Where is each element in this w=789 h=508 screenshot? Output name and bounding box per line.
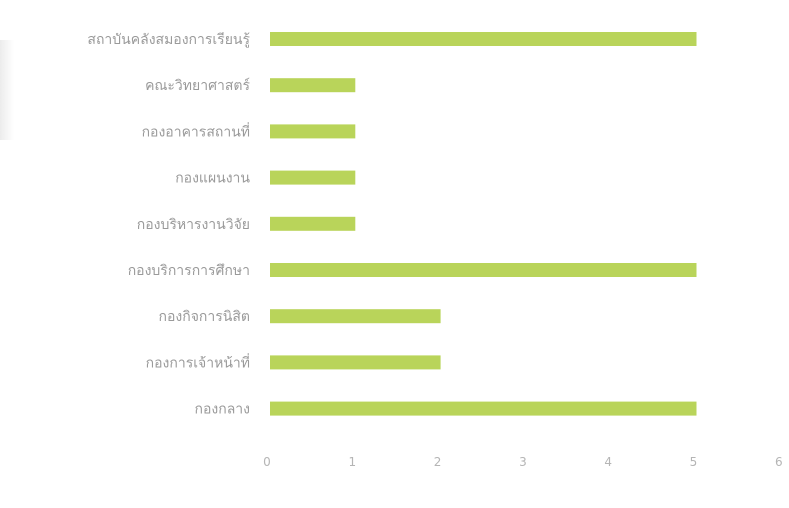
category-labels-layer: สถาบันคลังสมองการเรียนรู้คณะวิทยาศาสตร์ก… bbox=[87, 32, 250, 418]
bar bbox=[270, 32, 697, 46]
category-label: กองอาคารสถานที่ bbox=[142, 122, 250, 140]
x-tick-label: 1 bbox=[348, 455, 356, 469]
x-tick-label: 6 bbox=[775, 455, 783, 469]
category-label: สถาบันคลังสมองการเรียนรู้ bbox=[87, 32, 250, 48]
bar bbox=[270, 124, 356, 139]
x-tick-label: 2 bbox=[434, 455, 442, 469]
category-label: กองแผนงาน bbox=[175, 171, 250, 187]
bar bbox=[270, 309, 441, 324]
category-label: กองการเจ้าหน้าที่ bbox=[146, 353, 250, 371]
x-axis-ticks-layer: 0 1 2 3 4 5 6 bbox=[263, 455, 782, 469]
x-tick-label: 0 bbox=[263, 455, 271, 469]
category-label: กองกิจการนิสิต bbox=[159, 309, 250, 325]
bar bbox=[270, 355, 441, 370]
bar bbox=[270, 401, 697, 416]
x-tick-label: 5 bbox=[690, 455, 698, 469]
category-label: กองบริหารงานวิจัย bbox=[137, 217, 250, 233]
bar bbox=[270, 216, 356, 231]
bar bbox=[270, 170, 356, 185]
bars-layer bbox=[270, 32, 697, 416]
category-label: คณะวิทยาศาสตร์ bbox=[145, 77, 250, 94]
x-tick-label: 4 bbox=[604, 455, 612, 469]
category-label: กองกลาง bbox=[195, 402, 250, 418]
x-tick-label: 3 bbox=[519, 455, 527, 469]
bar bbox=[270, 263, 697, 277]
category-label: กองบริการการศึกษา bbox=[128, 263, 250, 279]
bar bbox=[270, 78, 356, 93]
page-fold-shadow bbox=[0, 40, 14, 140]
